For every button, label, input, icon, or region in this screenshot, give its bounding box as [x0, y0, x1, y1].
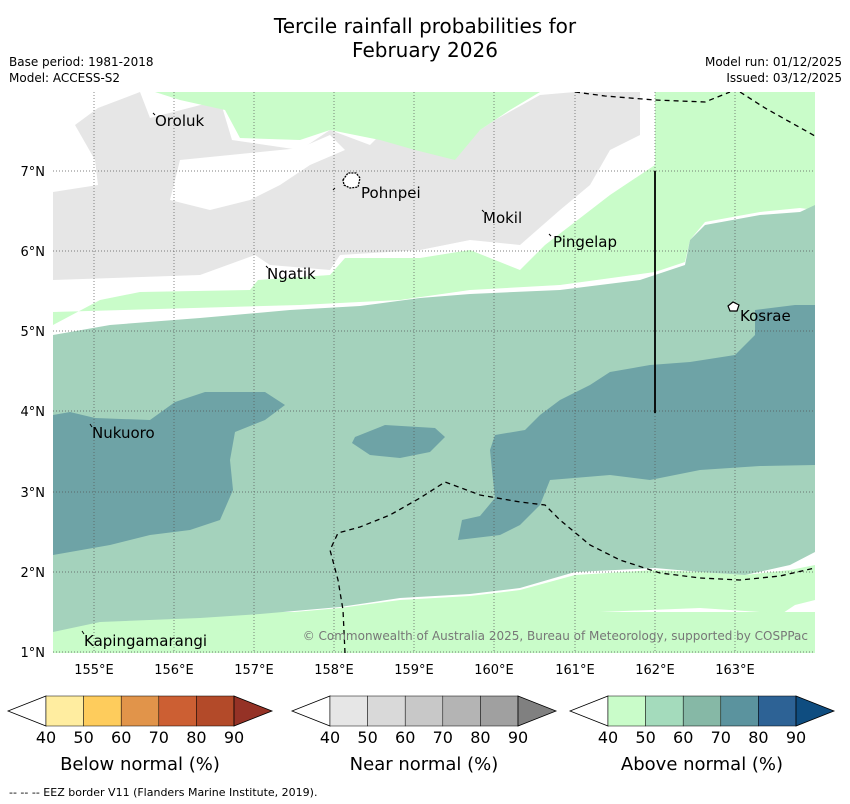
issued-text: Issued: 03/12/2025 — [726, 71, 842, 85]
eez-border-lines — [329, 92, 815, 653]
colorbar-tick-label: 60 — [395, 728, 415, 747]
colorbar-extend-low — [290, 695, 331, 727]
colorbar-cell — [367, 695, 406, 727]
place-label-oroluk: Oroluk — [155, 112, 204, 130]
colorbar-tick-label: 50 — [635, 728, 655, 747]
map-title-line2: February 2026 — [352, 38, 498, 62]
longitude-axis: 155°E 156°E 157°E 158°E 159°E 160°E 161°… — [74, 663, 755, 678]
colorbar-cell — [607, 695, 646, 727]
lon-tick-label: 160°E — [474, 663, 514, 678]
lat-tick-label: 3°N — [21, 486, 46, 501]
colorbar-cell — [158, 695, 197, 727]
colorbar-tick-label: 50 — [73, 728, 93, 747]
colorbar-label-above-normal: Above normal (%) — [620, 754, 784, 775]
colorbar-extend-low — [568, 695, 609, 727]
colorbar-near-normal: 40 50 60 70 80 90 — [290, 695, 558, 747]
above-normal-40-50-region — [155, 92, 540, 160]
colorbar-tick-label: 60 — [673, 728, 693, 747]
colorbar-cell — [404, 695, 444, 727]
colorbar-cell — [45, 695, 84, 727]
colorbar-cell — [682, 695, 722, 727]
colorbar-tick-label: 80 — [748, 728, 768, 747]
colorbar-above-normal: 40 50 60 70 80 90 — [568, 695, 836, 747]
colorbar-tick-label: 70 — [433, 728, 453, 747]
kosrae-island-shape — [727, 301, 740, 312]
place-label-ngatik: Ngatik — [267, 265, 316, 283]
place-label-pingelap: Pingelap — [553, 233, 617, 251]
colorbar-tick-label: 80 — [470, 728, 490, 747]
lon-tick-label: 163°E — [715, 663, 755, 678]
colorbar-tick-label: 70 — [149, 728, 169, 747]
place-label-mokil: Mokil — [483, 209, 522, 227]
colorbar-cell — [645, 695, 684, 727]
lon-tick-label: 155°E — [74, 663, 114, 678]
colorbar-tick-label: 50 — [357, 728, 377, 747]
model-text: Model: ACCESS-S2 — [9, 71, 121, 85]
lat-tick-label: 6°N — [21, 245, 46, 260]
island-markers — [81, 112, 552, 635]
colorbar-extend-high — [795, 695, 836, 727]
colorbar-legends: 40 50 60 70 80 90 40 50 60 70 80 90 40 50 60 70 80 90 — [6, 695, 836, 747]
forecast-map: Oroluk Pohnpei Mokil Pingelap Ngatik Kos… — [21, 92, 815, 678]
lon-tick-label: 161°E — [555, 663, 595, 678]
lat-tick-label: 2°N — [21, 566, 46, 581]
colorbar-tick-label: 60 — [111, 728, 131, 747]
lat-tick-label: 5°N — [21, 325, 46, 340]
lon-tick-label: 159°E — [394, 663, 434, 678]
colorbar-cell — [120, 695, 160, 727]
colorbar-extend-high — [233, 695, 274, 727]
latitude-axis: 7°N 6°N 5°N 4°N 3°N 2°N 1°N — [21, 165, 46, 661]
lat-tick-label: 4°N — [21, 405, 46, 420]
colorbar-tick-label: 90 — [786, 728, 806, 747]
colorbar-cell — [720, 695, 759, 727]
base-period-text: Base period: 1981-2018 — [9, 55, 154, 69]
colorbar-tick-label: 90 — [224, 728, 244, 747]
colorbar-tick-label: 70 — [711, 728, 731, 747]
above-normal-60-70-region — [53, 392, 285, 555]
place-label-pohnpei: Pohnpei — [361, 184, 421, 202]
colorbar-tick-label: 40 — [320, 728, 340, 747]
colorbar-below-normal: 40 50 60 70 80 90 — [6, 695, 274, 747]
eez-footnote: -- -- -- EEZ border V11 (Flanders Marine… — [9, 786, 318, 799]
lon-tick-label: 156°E — [154, 663, 194, 678]
lon-tick-label: 162°E — [635, 663, 675, 678]
lat-tick-label: 1°N — [21, 646, 46, 661]
place-label-kapingamarangi: Kapingamarangi — [84, 632, 207, 650]
colorbar-tick-label: 40 — [598, 728, 618, 747]
above-normal-50-60-region — [53, 205, 815, 632]
colorbar-cell — [329, 695, 368, 727]
pohnpei-island-shape — [342, 172, 361, 189]
colorbar-cell — [83, 695, 122, 727]
map-title-line1: Tercile rainfall probabilities for — [273, 14, 577, 38]
lon-tick-label: 157°E — [234, 663, 274, 678]
place-label-nukuoro: Nukuoro — [92, 424, 155, 442]
colorbar-label-near-normal: Near normal (%) — [349, 754, 499, 775]
lon-tick-label: 158°E — [314, 663, 354, 678]
colorbar-tick-label: 90 — [508, 728, 528, 747]
lat-tick-label: 7°N — [21, 165, 46, 180]
colorbar-tick-label: 80 — [186, 728, 206, 747]
map-gridlines — [53, 92, 815, 653]
colorbar-cell — [480, 695, 519, 727]
copyright-text: © Commonwealth of Australia 2025, Bureau… — [303, 629, 808, 643]
colorbar-extend-low — [6, 695, 47, 727]
colorbar-extend-high — [517, 695, 558, 727]
colorbar-cell — [758, 695, 797, 727]
colorbar-cell — [196, 695, 235, 727]
model-run-text: Model run: 01/12/2025 — [704, 55, 842, 69]
colorbar-cell — [442, 695, 481, 727]
colorbar-tick-label: 40 — [36, 728, 56, 747]
place-label-kosrae: Kosrae — [740, 307, 791, 325]
colorbar-label-below-normal: Below normal (%) — [60, 754, 220, 775]
